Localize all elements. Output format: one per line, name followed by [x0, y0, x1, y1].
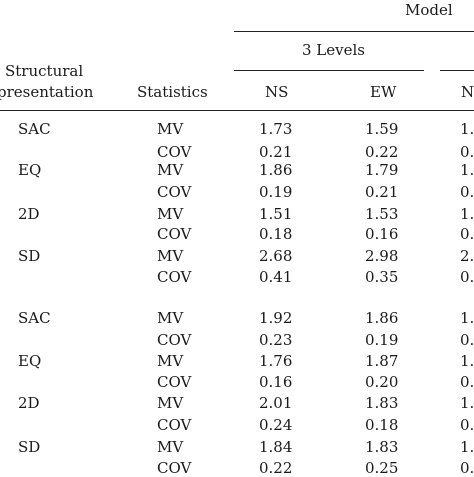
ew-value-cell: 0.35 — [365, 268, 399, 286]
ew-value-cell: 2.98 — [365, 247, 399, 265]
ns-value-cell: 0.19 — [259, 183, 293, 201]
cut-value-cell: 0. — [460, 143, 474, 161]
statistic-cell: MV — [157, 438, 184, 456]
ns-column-header: NS — [265, 83, 289, 101]
ns-value-cell: 0.21 — [259, 143, 293, 161]
cut-value-cell: 0. — [460, 268, 474, 286]
cut-value-cell: 0.: — [460, 183, 474, 201]
group-cell: EQ — [18, 352, 42, 370]
cut-value-cell: 0. — [460, 373, 474, 391]
ew-value-cell: 0.25 — [365, 459, 399, 477]
statistic-cell: COV — [157, 459, 192, 477]
group-cell: SD — [18, 438, 41, 456]
ew-value-cell: 1.83 — [365, 438, 399, 456]
statistic-cell: COV — [157, 268, 192, 286]
statistic-cell: COV — [157, 416, 192, 434]
statistic-cell: MV — [157, 309, 184, 327]
ns-value-cell: 1.51 — [259, 205, 293, 223]
ew-value-cell: 1.87 — [365, 352, 399, 370]
statistic-cell: COV — [157, 183, 192, 201]
statistic-cell: COV — [157, 225, 192, 243]
ns-value-cell: 1.86 — [259, 161, 293, 179]
ew-value-cell: 0.16 — [365, 225, 399, 243]
statistic-cell: MV — [157, 247, 184, 265]
levels-header: 3 Levels — [302, 41, 365, 59]
ew-value-cell: 0.22 — [365, 143, 399, 161]
cut-value-cell: 2. — [460, 247, 474, 265]
structural-header-line1: Structural — [5, 62, 84, 80]
ew-value-cell: 1.83 — [365, 394, 399, 412]
model-header: Model — [405, 1, 453, 19]
cut-value-cell: 0.: — [460, 225, 474, 243]
cut-column-header: N — [461, 83, 474, 101]
group-cell: EQ — [18, 161, 42, 179]
ew-value-cell: 1.86 — [365, 309, 399, 327]
statistic-cell: MV — [157, 394, 184, 412]
group-cell: SD — [18, 247, 41, 265]
ns-value-cell: 0.18 — [259, 225, 293, 243]
statistic-cell: COV — [157, 373, 192, 391]
ew-value-cell: 1.53 — [365, 205, 399, 223]
ns-value-cell: 2.01 — [259, 394, 293, 412]
levels-header-rule — [234, 70, 424, 71]
statistic-cell: COV — [157, 331, 192, 349]
statistic-cell: MV — [157, 352, 184, 370]
cut-value-cell: 0. — [460, 331, 474, 349]
statistic-cell: COV — [157, 143, 192, 161]
ew-value-cell: 1.59 — [365, 120, 399, 138]
ew-value-cell: 1.79 — [365, 161, 399, 179]
ew-value-cell: 0.20 — [365, 373, 399, 391]
cut-value-cell: 1. — [460, 394, 474, 412]
ns-value-cell: 0.24 — [259, 416, 293, 434]
cut-value-cell: 1. — [460, 438, 474, 456]
ns-value-cell: 0.41 — [259, 268, 293, 286]
cut-value-cell: 1. — [460, 161, 474, 179]
structural-header-line2: presentation — [0, 83, 94, 101]
ew-value-cell: 0.19 — [365, 331, 399, 349]
ns-value-cell: 0.16 — [259, 373, 293, 391]
model-header-rule — [234, 31, 474, 32]
ns-value-cell: 1.92 — [259, 309, 293, 327]
cut-value-cell: 1. — [460, 352, 474, 370]
statistic-cell: MV — [157, 120, 184, 138]
ew-value-cell: 0.18 — [365, 416, 399, 434]
table-header-rule — [0, 110, 474, 111]
ns-value-cell: 0.22 — [259, 459, 293, 477]
ns-value-cell: 1.76 — [259, 352, 293, 370]
statistic-cell: MV — [157, 205, 184, 223]
ns-value-cell: 1.73 — [259, 120, 293, 138]
ns-value-cell: 2.68 — [259, 247, 293, 265]
group-cell: 2D — [18, 205, 40, 223]
ns-value-cell: 0.23 — [259, 331, 293, 349]
group-cell: SAC — [18, 120, 51, 138]
statistic-cell: MV — [157, 161, 184, 179]
cut-value-cell: 0. — [460, 416, 474, 434]
cut-value-cell: 1. — [460, 120, 474, 138]
levels-header-rule-next — [440, 70, 474, 71]
group-cell: SAC — [18, 309, 51, 327]
cut-value-cell: 0. — [460, 459, 474, 477]
group-cell: 2D — [18, 394, 40, 412]
statistics-header: Statistics — [137, 83, 208, 101]
cut-value-cell: 1.9 — [460, 205, 474, 223]
ew-value-cell: 0.21 — [365, 183, 399, 201]
cut-value-cell: 1. — [460, 309, 474, 327]
ew-column-header: EW — [370, 83, 397, 101]
ns-value-cell: 1.84 — [259, 438, 293, 456]
